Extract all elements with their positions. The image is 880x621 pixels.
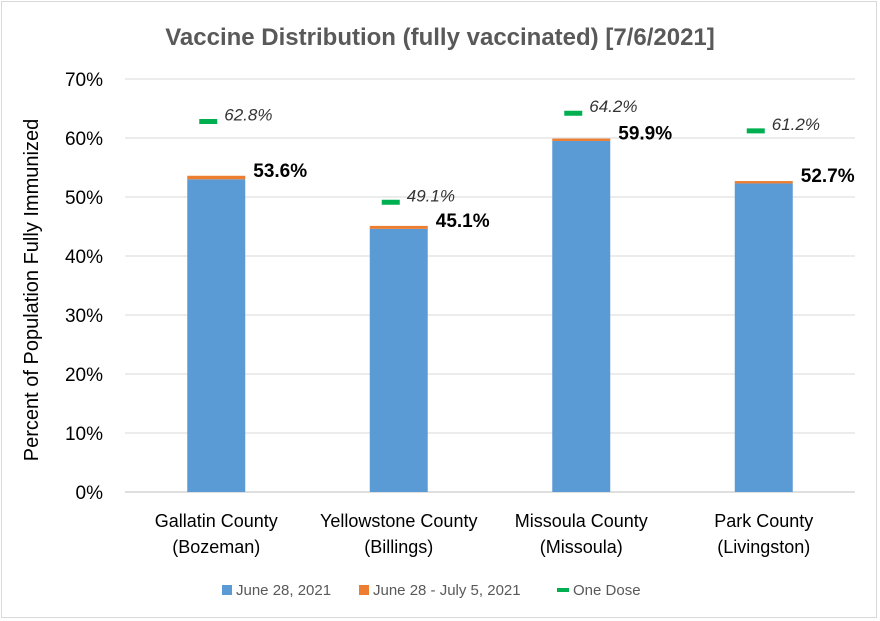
legend-label: June 28, 2021 <box>236 582 331 599</box>
y-tick-label: 50% <box>65 188 103 209</box>
bar-june-28 <box>369 228 428 493</box>
y-tick-label: 0% <box>76 483 104 504</box>
legend-swatch <box>222 585 232 595</box>
total-label: 53.6% <box>253 161 307 182</box>
x-category-label: Yellowstone County <box>320 511 477 531</box>
total-label: 52.7% <box>801 166 855 187</box>
bar-june-28-july-5 <box>734 181 793 184</box>
y-tick-label: 40% <box>65 247 103 268</box>
x-category-label: (Bozeman) <box>172 537 260 557</box>
bar-june-28 <box>552 140 611 492</box>
y-tick-label: 20% <box>65 365 103 386</box>
gridlines <box>125 78 855 493</box>
legend-swatch <box>359 585 369 595</box>
data-labels: 53.6% 62.8% 45.1% 49.1% 59.9% 64.2% 52.7% 61.2% <box>224 97 854 232</box>
y-tick-label: 60% <box>65 129 103 150</box>
bar-june-28-july-5 <box>369 225 428 229</box>
y-tick-label: 10% <box>65 424 103 445</box>
total-label: 45.1% <box>436 211 490 232</box>
one-dose-label: 64.2% <box>589 97 637 116</box>
total-label: 59.9% <box>618 124 672 145</box>
bar-june-28 <box>187 179 246 493</box>
x-category-label: Gallatin County <box>155 511 278 531</box>
legend-label: One Dose <box>573 582 641 599</box>
x-category-label: (Missoula) <box>540 537 623 557</box>
legend: June 28, 2021 June 28 - July 5, 2021 One D… <box>222 582 641 599</box>
x-category-label: (Livingston) <box>717 537 810 557</box>
bar-june-28-july-5 <box>552 138 611 141</box>
y-tick-label: 30% <box>65 306 103 327</box>
one-dose-label: 62.8% <box>224 105 272 124</box>
one-dose-label: 61.2% <box>772 115 820 134</box>
legend-label: June 28 - July 5, 2021 <box>373 582 521 599</box>
chart-title: Vaccine Distribution (fully vaccinated) … <box>165 24 715 51</box>
y-tick-label: 70% <box>65 70 103 91</box>
one-dose-label: 49.1% <box>407 186 455 205</box>
y-axis-label: Percent of Population Fully Immunized <box>21 119 43 461</box>
bar-june-28 <box>734 183 793 492</box>
bar-june-28-july-5 <box>187 175 246 180</box>
x-category-label: Missoula County <box>515 511 648 531</box>
x-axis-categories: Gallatin County (Bozeman) Yellowstone Coun… <box>155 511 814 557</box>
x-category-label: (Billings) <box>364 537 433 557</box>
bars <box>187 110 793 493</box>
x-category-label: Park County <box>714 511 813 531</box>
y-axis-ticks: 0% 10% 20% 30% 40% 50% 60% 70% <box>65 70 103 504</box>
